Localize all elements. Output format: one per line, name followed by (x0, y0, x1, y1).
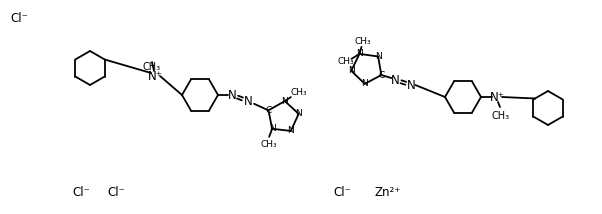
Text: N: N (361, 79, 368, 88)
Text: CH₃: CH₃ (337, 57, 354, 66)
Text: N: N (282, 97, 288, 106)
Text: Zn²⁺: Zn²⁺ (375, 186, 402, 199)
Text: Cl⁻: Cl⁻ (107, 186, 125, 199)
Text: N: N (356, 49, 363, 58)
Text: N⁺: N⁺ (147, 70, 163, 83)
Text: N: N (374, 52, 382, 61)
Text: N: N (269, 124, 276, 133)
Text: N: N (288, 126, 294, 135)
Text: N: N (228, 89, 237, 101)
Text: C: C (265, 106, 272, 115)
Text: CH₃: CH₃ (291, 88, 307, 97)
Text: Cl⁻: Cl⁻ (72, 186, 90, 199)
Text: C: C (378, 71, 385, 80)
Text: CH₃: CH₃ (354, 37, 371, 46)
Text: Cl⁻: Cl⁻ (333, 186, 351, 199)
Text: N: N (244, 95, 252, 107)
Text: N⁺: N⁺ (489, 91, 504, 104)
Text: N: N (348, 66, 355, 75)
Text: N: N (296, 109, 302, 118)
Text: CH₃: CH₃ (143, 62, 161, 72)
Text: CH₃: CH₃ (492, 111, 510, 121)
Text: N: N (391, 74, 400, 86)
Text: CH₃: CH₃ (261, 140, 278, 149)
Text: N: N (407, 79, 416, 92)
Text: Cl⁻: Cl⁻ (10, 12, 28, 25)
